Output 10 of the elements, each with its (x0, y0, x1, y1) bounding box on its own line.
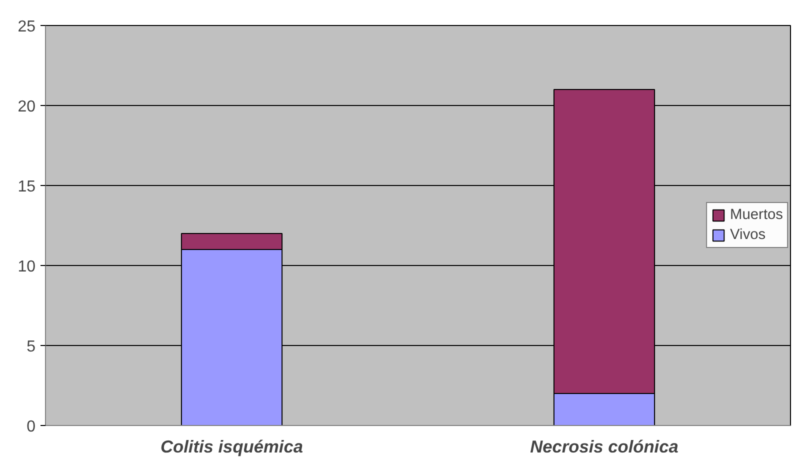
y-tick-label: 5 (26, 338, 36, 356)
x-tick-label: Colitis isquémica (160, 436, 304, 456)
y-tick-label: 20 (18, 98, 36, 116)
y-tick-label: 0 (26, 418, 36, 436)
x-tick-label: Necrosis colónica (530, 436, 679, 456)
y-tick-label: 25 (18, 18, 36, 36)
y-tick-label: 15 (18, 178, 36, 196)
legend-label: Vivos (730, 227, 766, 243)
y-tick-label: 10 (18, 258, 36, 276)
legend-label: Muertos (730, 207, 783, 223)
